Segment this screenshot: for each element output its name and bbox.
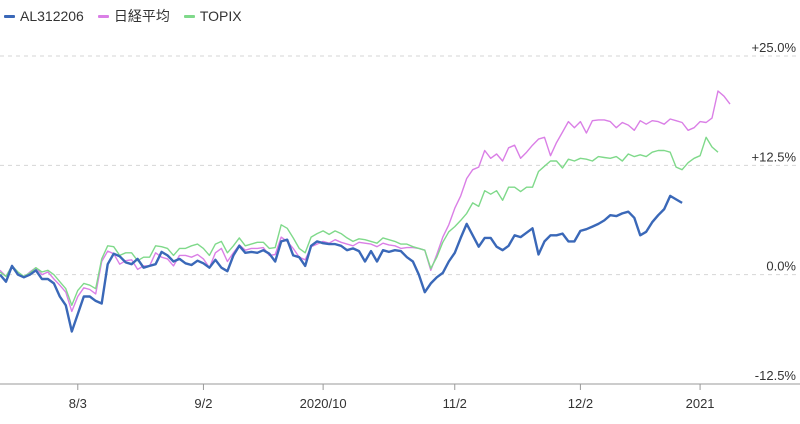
legend-swatch-topix — [183, 14, 195, 18]
legend-label-al312206: AL312206 — [20, 8, 84, 24]
series-line-al312206 — [0, 194, 683, 333]
series-line-nikkei — [0, 90, 731, 313]
legend-item-topix[interactable]: TOPIX — [183, 8, 242, 24]
y-tick-label: 0.0% — [766, 259, 796, 274]
legend-item-al312206[interactable]: AL312206 — [4, 8, 84, 24]
legend-swatch-al312206 — [4, 14, 15, 18]
legend-swatch-nikkei — [97, 14, 109, 18]
x-tick-label: 2020/10 — [300, 396, 347, 411]
legend-label-topix: TOPIX — [199, 8, 242, 24]
x-tick-label: 9/2 — [194, 396, 212, 411]
chart-legend: AL312206 日経平均 TOPIX — [4, 6, 242, 26]
x-tick-label: 8/3 — [69, 396, 87, 411]
y-tick-label: +25.0% — [752, 40, 797, 55]
x-tick-label: 2021 — [686, 396, 715, 411]
legend-label-nikkei: 日経平均 — [113, 8, 170, 24]
y-tick-label: +12.5% — [752, 149, 797, 164]
x-tick-label: 11/2 — [443, 396, 467, 411]
series-line-topix — [0, 136, 719, 306]
x-tick-label: 12/2 — [568, 396, 593, 411]
y-tick-label: -12.5% — [755, 368, 797, 383]
legend-item-nikkei[interactable]: 日経平均 — [97, 6, 170, 26]
